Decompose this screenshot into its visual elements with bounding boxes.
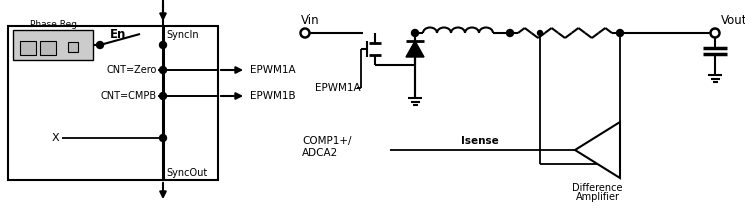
Circle shape xyxy=(159,42,166,48)
Text: Phase Reg: Phase Reg xyxy=(30,20,77,29)
Text: SyncOut: SyncOut xyxy=(166,168,207,178)
Text: X: X xyxy=(51,133,59,143)
Text: Difference: Difference xyxy=(572,183,623,193)
Circle shape xyxy=(159,93,166,99)
Polygon shape xyxy=(575,122,620,178)
Bar xyxy=(13,30,93,60)
Text: EPWM1A: EPWM1A xyxy=(315,83,361,93)
Circle shape xyxy=(537,31,542,36)
Text: EPWM1A: EPWM1A xyxy=(250,65,296,75)
Circle shape xyxy=(507,30,513,36)
Text: CNT=CMPB: CNT=CMPB xyxy=(101,91,157,101)
Polygon shape xyxy=(406,41,424,57)
Text: Vin: Vin xyxy=(301,14,320,27)
Text: En: En xyxy=(110,27,126,41)
Text: SyncIn: SyncIn xyxy=(166,30,199,40)
Text: Isense: Isense xyxy=(461,136,499,146)
Circle shape xyxy=(159,67,166,73)
Circle shape xyxy=(159,135,166,141)
Text: Vout: Vout xyxy=(721,14,745,27)
Bar xyxy=(68,42,78,52)
Text: COMP1+/: COMP1+/ xyxy=(302,136,352,146)
Circle shape xyxy=(711,28,720,37)
Text: CNT=Zero: CNT=Zero xyxy=(107,65,157,75)
Circle shape xyxy=(411,30,419,36)
Text: ADCA2: ADCA2 xyxy=(302,148,338,158)
Bar xyxy=(20,41,36,55)
Bar xyxy=(40,41,56,55)
Bar xyxy=(8,26,218,180)
Circle shape xyxy=(97,42,104,48)
Text: Amplifier: Amplifier xyxy=(575,192,620,202)
Circle shape xyxy=(617,30,624,36)
Circle shape xyxy=(300,28,309,37)
Text: EPWM1B: EPWM1B xyxy=(250,91,296,101)
